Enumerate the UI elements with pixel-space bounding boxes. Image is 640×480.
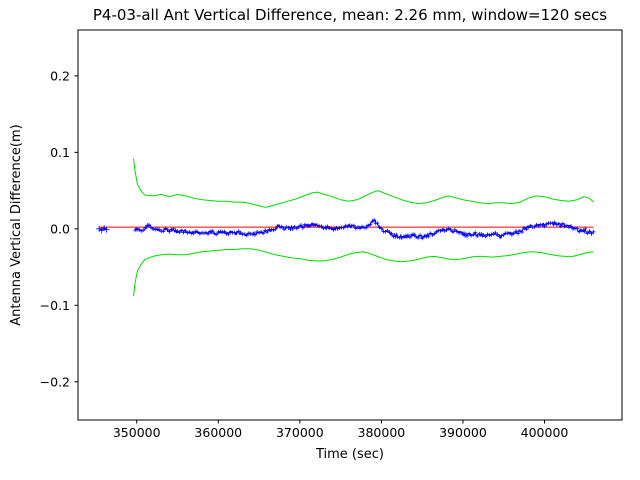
vertical-difference-markers (96, 225, 110, 234)
x-tick-label: 380000 (358, 425, 406, 440)
x-tick-label: 400000 (521, 425, 569, 440)
chart-title: P4-03-all Ant Vertical Difference, mean:… (93, 6, 607, 24)
upper-envelope-line (133, 158, 594, 208)
vertical-difference-line (98, 227, 107, 232)
x-tick-label: 360000 (194, 425, 242, 440)
plot-spines (77, 29, 623, 421)
plot-series-group (96, 158, 596, 297)
vertical-difference-markers (133, 218, 596, 241)
y-tick-label: 0.0 (50, 221, 70, 236)
x-tick-label: 390000 (439, 425, 487, 440)
y-tick-label: −0.1 (40, 298, 70, 313)
x-tick-label: 370000 (276, 425, 324, 440)
y-tick-label: −0.2 (40, 374, 70, 389)
y-axis-label: Antenna Vertical Difference(m) (9, 124, 24, 325)
y-tick-label: 0.1 (50, 145, 70, 160)
x-tick-label: 350000 (113, 425, 161, 440)
lower-envelope-line (133, 248, 594, 297)
y-tick-label: 0.2 (50, 68, 70, 83)
x-axis-label: Time (sec) (315, 447, 384, 462)
